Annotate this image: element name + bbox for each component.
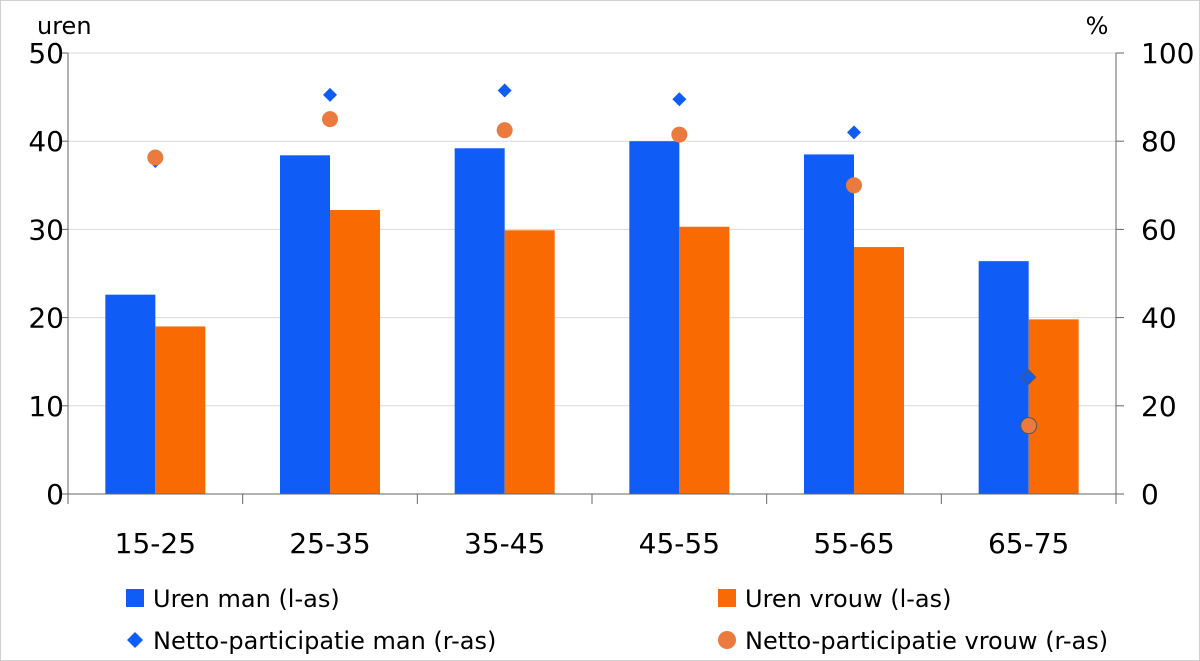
right-tick-label: 60: [1141, 213, 1177, 246]
x-tick-label: 35-45: [464, 527, 545, 560]
right-tick-label: 80: [1141, 125, 1177, 158]
bar-uren-vrouw: [155, 326, 206, 494]
left-tick-label: 0: [46, 478, 64, 511]
legend-label: Uren vrouw (l-as): [745, 585, 951, 613]
bar-uren-man: [629, 141, 680, 494]
legend-label: Netto-participatie man (r-as): [153, 627, 496, 655]
marker-netto-participatie-vrouw: [846, 177, 862, 194]
legend-swatch: [718, 631, 736, 649]
right-tick-label: 20: [1141, 390, 1177, 423]
bar-uren-man: [804, 154, 854, 494]
left-tick-label: 50: [28, 37, 64, 70]
legend-label: Netto-participatie vrouw (r-as): [745, 627, 1108, 655]
right-tick-label: 0: [1141, 478, 1159, 511]
left-axis-title: uren: [37, 12, 92, 40]
markers: [147, 83, 1038, 435]
bar-uren-man: [280, 155, 330, 494]
bar-uren-man: [454, 148, 505, 495]
marker-netto-participatie-vrouw: [147, 149, 164, 166]
x-tick-label: 15-25: [115, 527, 196, 560]
left-tick-label: 40: [28, 125, 64, 158]
marker-netto-participatie-man: [1020, 369, 1037, 385]
x-tick-label: 55-65: [813, 527, 894, 560]
legend-swatch: [718, 589, 736, 607]
marker-netto-participatie-vrouw: [671, 126, 688, 143]
legend-swatch: [127, 632, 143, 648]
right-axis-title: %: [1086, 12, 1109, 40]
bar-uren-vrouw: [854, 247, 904, 494]
bar-uren-man: [105, 294, 156, 494]
bar-uren-vrouw: [1028, 319, 1079, 494]
marker-netto-participatie-man: [323, 87, 337, 102]
marker-netto-participatie-man: [847, 125, 861, 140]
legend: Uren man (l-as) Uren vrouw (l-as) Netto-pa…: [126, 585, 1108, 655]
x-tick-label: 25-35: [289, 527, 370, 560]
bar-uren-vrouw: [504, 230, 555, 495]
axes: [60, 52, 1124, 504]
bar-uren-man: [978, 261, 1029, 494]
right-tick-label: 40: [1141, 302, 1177, 335]
bar-uren-vrouw: [679, 226, 730, 494]
marker-netto-participatie-vrouw: [496, 122, 513, 139]
left-tick-label: 30: [28, 213, 64, 246]
marker-netto-participatie-vrouw: [1020, 417, 1038, 435]
bars: [105, 141, 1079, 495]
marker-netto-participatie-man: [672, 92, 687, 107]
right-tick-label: 100: [1141, 37, 1194, 70]
left-tick-label: 20: [28, 302, 64, 335]
x-tick-label: 65-75: [988, 527, 1069, 560]
marker-netto-participatie-vrouw: [322, 111, 338, 128]
x-tick-label: 45-55: [639, 527, 720, 560]
marker-netto-participatie-man: [497, 83, 512, 98]
legend-swatch: [126, 589, 144, 607]
bar-uren-vrouw: [330, 209, 380, 494]
labels: 0 10 20 30 40 50 0 20 40 60 80 100 15-25 25-35 35-45 45…: [28, 37, 1194, 560]
left-tick-label: 10: [28, 390, 64, 423]
legend-label: Uren man (l-as): [153, 585, 340, 613]
